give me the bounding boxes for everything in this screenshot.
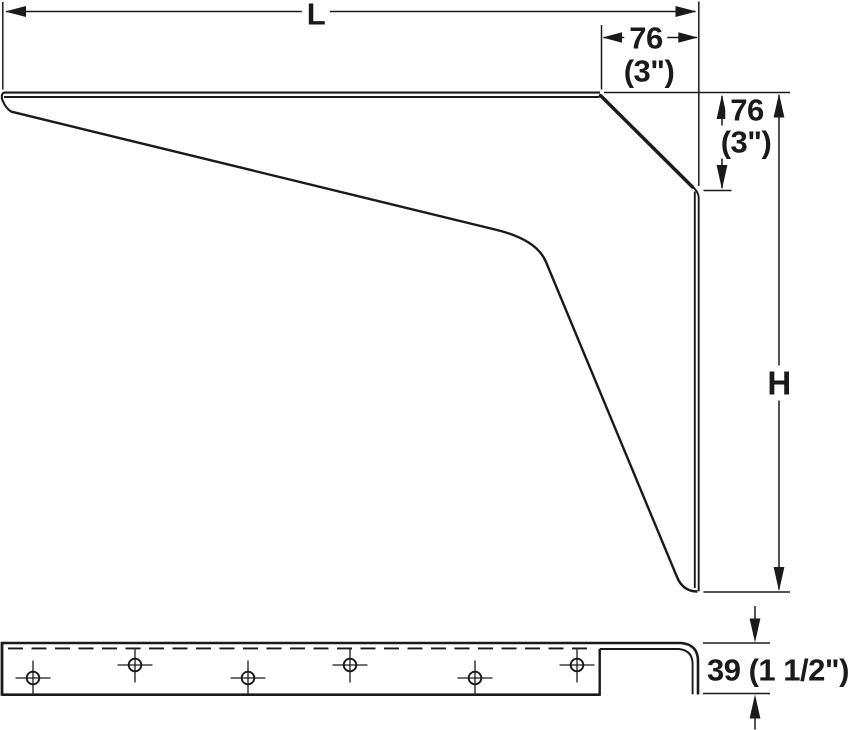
- bracket-top-view: [0, 641, 700, 696]
- arm-width-dimension-label: 39 (1 1/2"): [705, 652, 851, 688]
- arrowhead-up-icon: [749, 694, 761, 719]
- arm-left-cap: [0, 91, 12, 113]
- length-dimension-label: L: [301, 0, 331, 31]
- top-view-outer-edge: [2, 641, 700, 695]
- arrowhead-right-icon: [678, 32, 698, 43]
- arrowhead-up-icon: [716, 94, 728, 119]
- arrowhead-down-icon: [773, 567, 785, 591]
- dimension-39: [703, 606, 770, 730]
- side-offset-inch-label: (3"): [715, 125, 777, 159]
- arrowhead-down-icon: [716, 165, 728, 190]
- dimension-L: [2, 1, 700, 186]
- height-dimension-label: H: [762, 365, 796, 401]
- arrowhead-down-icon: [749, 618, 761, 643]
- bracket-bend-edge: [598, 93, 695, 189]
- arrowhead-up-icon: [773, 93, 785, 118]
- screw-hole: [332, 647, 368, 683]
- screw-hole: [457, 660, 493, 696]
- screw-hole: [117, 647, 153, 683]
- arrowhead-right-icon: [675, 6, 697, 17]
- top-offset-inch-label: (3"): [618, 54, 680, 88]
- screw-holes: [15, 647, 595, 696]
- dimension-H: [703, 93, 790, 593]
- arrowhead-left-icon: [5, 6, 26, 17]
- arrowhead-left-icon: [602, 32, 622, 43]
- bracket-underside-edge: [10, 110, 698, 593]
- screw-hole: [15, 660, 51, 696]
- screw-hole: [559, 647, 595, 683]
- top-view-bend-inner-edge: [599, 648, 694, 695]
- screw-hole: [230, 660, 266, 696]
- top-offset-mm-label: 76: [624, 21, 668, 55]
- bracket-profile: [0, 91, 700, 593]
- back-edge-outer-line: [691, 185, 700, 592]
- side-offset-mm-label: 76: [725, 93, 769, 127]
